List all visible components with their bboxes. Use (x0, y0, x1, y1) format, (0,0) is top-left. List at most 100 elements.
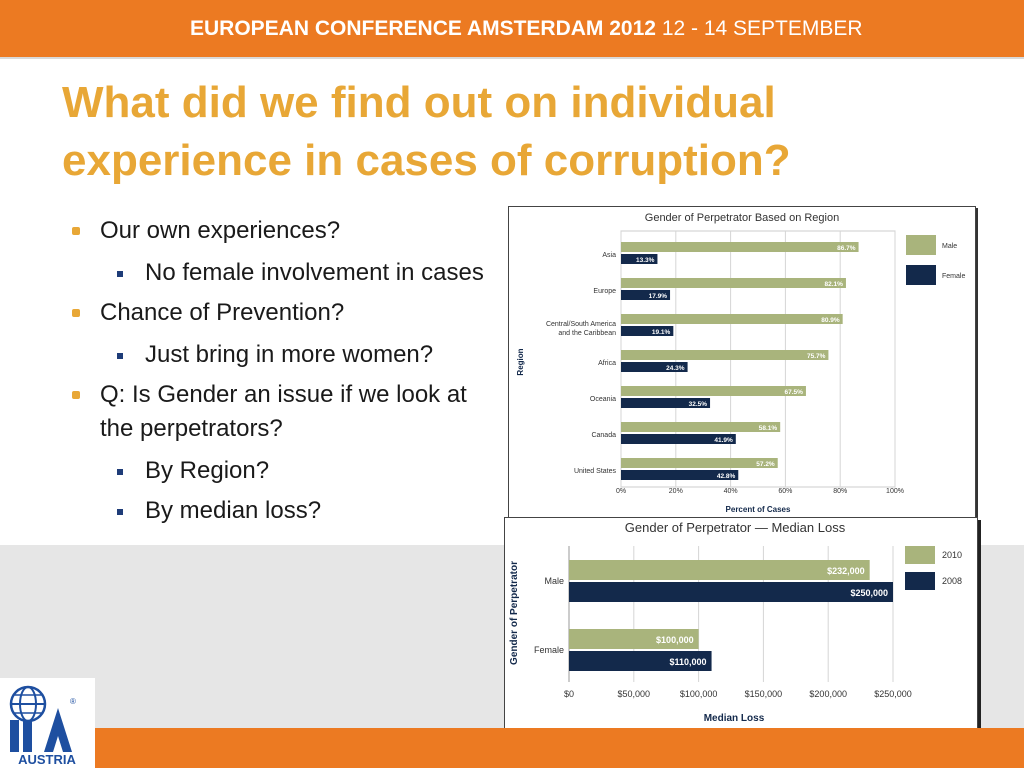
legend-label-2010: 2010 (942, 550, 962, 560)
bar-2008 (569, 651, 712, 671)
bullet-text: Our own experiences? (100, 217, 341, 244)
category-label: United States (574, 468, 617, 475)
bar-label-female: 32.5% (689, 401, 708, 408)
bullet-marker-icon (117, 353, 123, 359)
banner-dates: 12 - 14 SEPTEMBER (661, 17, 863, 40)
bar-label-2008: $110,000 (670, 657, 707, 667)
bar-2010 (569, 560, 870, 580)
x-tick-label: 100% (886, 488, 904, 495)
legend-swatch-2010 (905, 546, 935, 564)
chart-gender-by-region: Gender of Perpetrator Based on Region 0% 2… (508, 206, 976, 520)
title-line-1: What did we find out on individual (62, 78, 776, 127)
category-label: Central/South America and the Caribbean (546, 321, 616, 337)
bar-label-female: 42.8% (717, 473, 736, 480)
category-label: Europe (593, 288, 616, 295)
iia-austria-logo: ® AUSTRIA (0, 678, 95, 768)
iia-logo-mark: ® AUSTRIA (9, 685, 76, 767)
bar-female (621, 362, 688, 372)
x-tick-label: $150,000 (745, 689, 783, 699)
bullet-text: No female involvement in cases (145, 259, 484, 286)
category-label: Asia (602, 252, 616, 259)
legend-swatch-2008 (905, 572, 935, 590)
x-tick-label: 60% (778, 488, 792, 495)
bullet-list: Our own experiences? No female involvemen… (72, 214, 492, 534)
bar-female (621, 254, 658, 264)
banner-text: EUROPEAN CONFERENCE AMSTERDAM 2012 12 - … (190, 17, 863, 41)
bar-male (621, 458, 778, 468)
x-tick-label: $50,000 (618, 689, 651, 699)
slide-title: What did we find out on individual exper… (62, 74, 942, 190)
bar-female (621, 326, 674, 336)
bar-male (621, 350, 829, 360)
legend-swatch-female (906, 265, 936, 285)
bullet-text: Just bring in more women? (145, 341, 434, 368)
legend-label-2008: 2008 (942, 576, 962, 586)
bar-female (621, 470, 739, 480)
bar-label-female: 13.3% (636, 257, 655, 264)
bar-label-2008: $250,000 (850, 588, 888, 598)
y-axis-label: Gender of Perpetrator (509, 561, 520, 665)
bar-female (621, 398, 711, 408)
bar-label-male: 67.5% (785, 389, 804, 396)
bullet-item: Q: Is Gender an issue if we look at the … (72, 378, 492, 446)
bar-male (621, 242, 859, 252)
bar-label-male: 82.1% (825, 281, 844, 288)
bar-label-female: 24.3% (666, 365, 685, 372)
category-label: Female (534, 645, 564, 655)
bar-female (621, 290, 671, 300)
chart-median-loss: Gender of Perpetrator — Median Loss $0 $50… (504, 517, 978, 731)
x-axis-label: Median Loss (704, 713, 765, 724)
footer-bar (0, 728, 1024, 768)
category-label: Oceania (590, 396, 616, 403)
svg-text:®: ® (70, 697, 76, 706)
bar-label-2010: $100,000 (656, 635, 694, 645)
x-tick-label: 20% (669, 488, 683, 495)
bullet-marker-icon (117, 509, 123, 515)
legend-swatch-male (906, 235, 936, 255)
bullet-item: Chance of Prevention? (72, 296, 492, 330)
bar-2008 (569, 582, 893, 602)
sub-bullet-item: No female involvement in cases (72, 256, 492, 290)
x-axis-label: Percent of Cases (726, 505, 791, 514)
logo-text: AUSTRIA (18, 752, 76, 767)
bar-2010 (569, 629, 699, 649)
title-line-2: experience in cases of corruption? (62, 136, 791, 185)
bullet-marker-icon (72, 309, 80, 317)
bar-male (621, 314, 843, 324)
chart-title: Gender of Perpetrator Based on Region (645, 212, 839, 224)
bar-label-2010: $232,000 (827, 566, 865, 576)
bar-label-male: 80.9% (821, 317, 840, 324)
category-label: Africa (598, 360, 616, 367)
sub-bullet-item: Just bring in more women? (72, 338, 492, 372)
y-axis-label: Region (516, 348, 525, 375)
category-label: Male (544, 576, 564, 586)
conference-banner: EUROPEAN CONFERENCE AMSTERDAM 2012 12 - … (0, 0, 1024, 59)
sub-bullet-item: By Region? (72, 454, 492, 488)
sub-bullet-item: By median loss? (72, 494, 492, 528)
bullet-text: Q: Is Gender an issue if we look at the … (100, 381, 467, 442)
bar-label-male: 75.7% (807, 353, 826, 360)
bar-label-male: 57.2% (756, 461, 775, 468)
bullet-text: By median loss? (145, 497, 322, 524)
bar-male (621, 422, 781, 432)
x-tick-label: $0 (564, 689, 574, 699)
bar-female (621, 434, 736, 444)
bar-male (621, 278, 846, 288)
banner-conference: EUROPEAN CONFERENCE AMSTERDAM 2012 (190, 17, 656, 40)
x-tick-label: 80% (833, 488, 847, 495)
bar-male (621, 386, 806, 396)
x-tick-label: $100,000 (680, 689, 718, 699)
chart-gender-by-region-svg: Gender of Perpetrator Based on Region 0% 2… (516, 212, 965, 514)
bullet-text: By Region? (145, 457, 270, 484)
x-tick-label: 40% (724, 488, 738, 495)
category-label: Canada (591, 432, 616, 439)
bullet-marker-icon (117, 271, 123, 277)
x-tick-label: $200,000 (809, 689, 847, 699)
chart-title: Gender of Perpetrator — Median Loss (625, 520, 846, 535)
x-tick-label: 0% (616, 488, 626, 495)
legend-label-male: Male (942, 243, 957, 250)
bullet-marker-icon (72, 227, 80, 235)
chart-median-loss-svg: Gender of Perpetrator — Median Loss $0 $50… (509, 520, 962, 724)
bullet-text: Chance of Prevention? (100, 299, 345, 326)
bar-label-female: 19.1% (652, 329, 671, 336)
